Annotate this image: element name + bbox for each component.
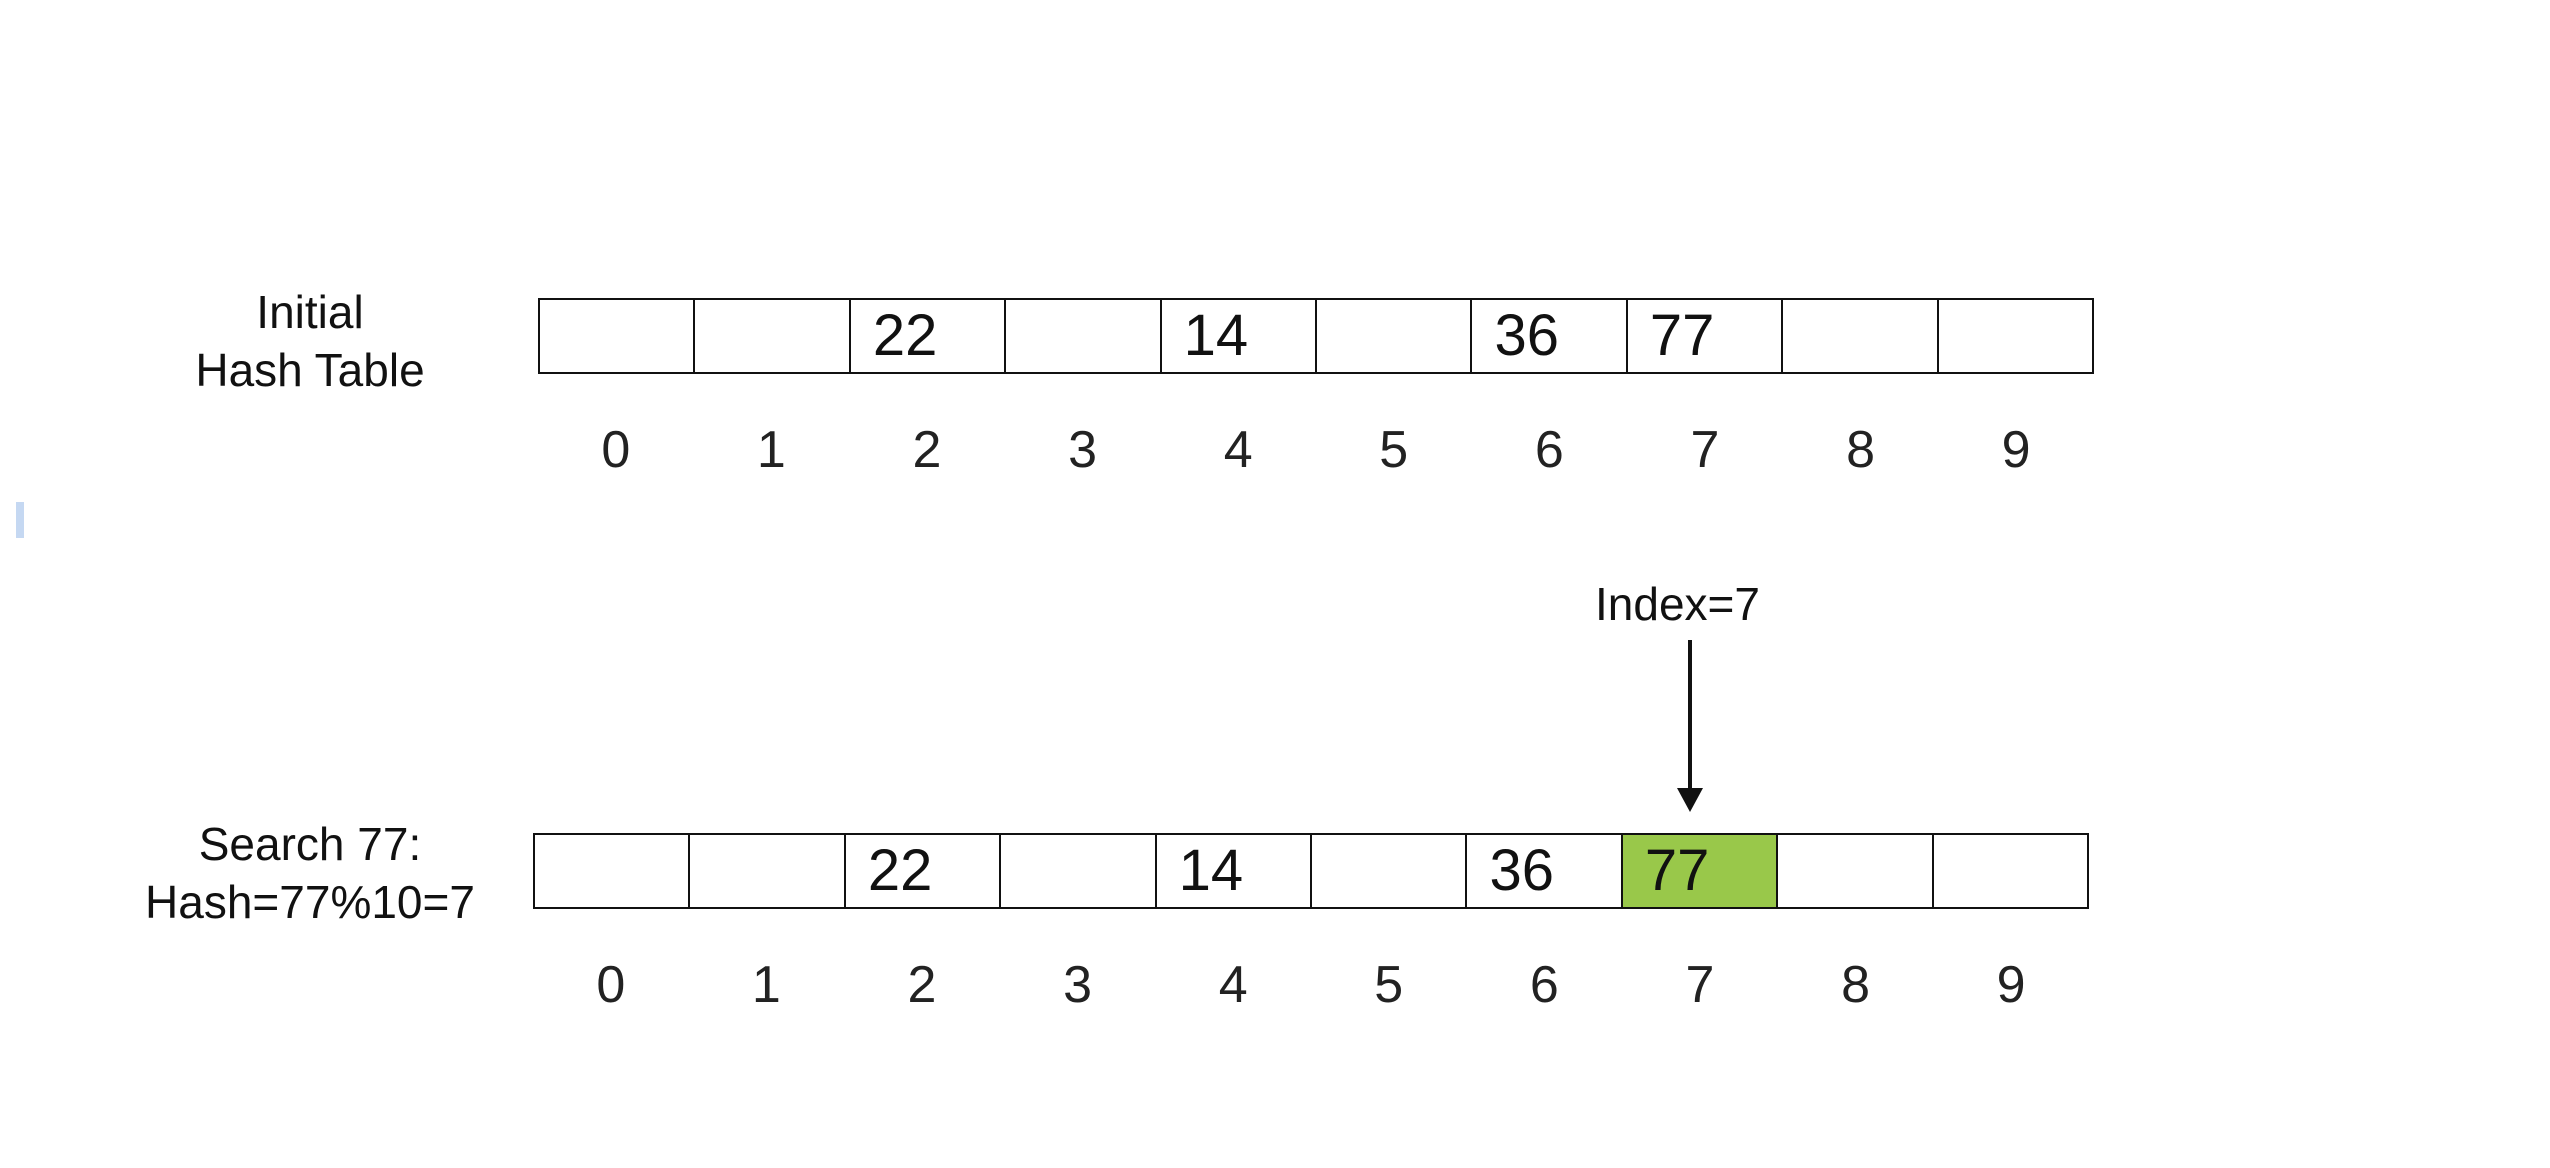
search-cell-8 <box>1778 835 1934 907</box>
initial-cell-5 <box>1317 300 1473 372</box>
initial-label-line-1: Initial <box>256 286 364 338</box>
initial-cell-6: 36 <box>1472 300 1628 372</box>
initial-hash-table: 22 14 36 77 <box>538 298 2094 374</box>
search-index-9: 9 <box>1996 956 2026 1014</box>
search-cell-3 <box>1001 835 1157 907</box>
search-cell-7: 77 <box>1622 835 1779 907</box>
search-cell-0 <box>535 835 691 907</box>
search-cell-9 <box>1934 835 2087 907</box>
initial-index-3: 3 <box>1068 421 1098 479</box>
initial-cell-7: 77 <box>1628 300 1784 372</box>
search-cell-2: 22 <box>846 835 1002 907</box>
search-hash-table: 22 14 36 77 <box>533 833 2089 909</box>
search-index-0: 0 <box>596 956 626 1014</box>
initial-index-5: 5 <box>1379 421 1409 479</box>
search-index-4: 4 <box>1218 956 1248 1014</box>
search-cell-1 <box>690 835 846 907</box>
initial-index-2: 2 <box>912 421 942 479</box>
initial-index-4: 4 <box>1223 421 1253 479</box>
search-index-3: 3 <box>1063 956 1093 1014</box>
initial-index-0: 0 <box>601 421 631 479</box>
initial-cell-4: 14 <box>1162 300 1318 372</box>
search-table-label: Search 77: Hash=77%10=7 <box>110 815 510 931</box>
initial-cell-8 <box>1783 300 1939 372</box>
initial-cell-0 <box>540 300 696 372</box>
initial-index-row: 0 1 2 3 4 5 6 7 8 9 <box>538 420 2094 480</box>
initial-index-7: 7 <box>1690 421 1720 479</box>
search-index-5: 5 <box>1374 956 1404 1014</box>
initial-index-1: 1 <box>756 421 786 479</box>
search-index-7: 7 <box>1685 956 1715 1014</box>
search-cell-6: 36 <box>1467 835 1623 907</box>
search-index-2: 2 <box>907 956 937 1014</box>
initial-cell-2: 22 <box>851 300 1007 372</box>
search-index-8: 8 <box>1841 956 1870 1014</box>
search-index-1: 1 <box>751 956 781 1014</box>
initial-index-8: 8 <box>1846 421 1875 479</box>
initial-cell-3 <box>1006 300 1162 372</box>
search-cell-5 <box>1312 835 1468 907</box>
initial-cell-9 <box>1939 300 2092 372</box>
initial-table-label: Initial Hash Table <box>145 283 475 399</box>
initial-label-line-2: Hash Table <box>195 344 425 396</box>
search-label-line-2: Hash=77%10=7 <box>145 876 475 928</box>
search-index-6: 6 <box>1529 956 1559 1014</box>
initial-index-6: 6 <box>1534 421 1564 479</box>
down-arrow-icon <box>1677 640 1703 812</box>
search-cell-4: 14 <box>1157 835 1313 907</box>
initial-index-9: 9 <box>2001 421 2031 479</box>
text-cursor-mark <box>16 502 24 538</box>
search-index-row: 0 1 2 3 4 5 6 7 8 9 <box>533 955 2089 1015</box>
initial-cell-1 <box>695 300 851 372</box>
search-label-line-1: Search 77: <box>198 818 422 870</box>
index-pointer-label: Index=7 <box>1595 578 1760 630</box>
